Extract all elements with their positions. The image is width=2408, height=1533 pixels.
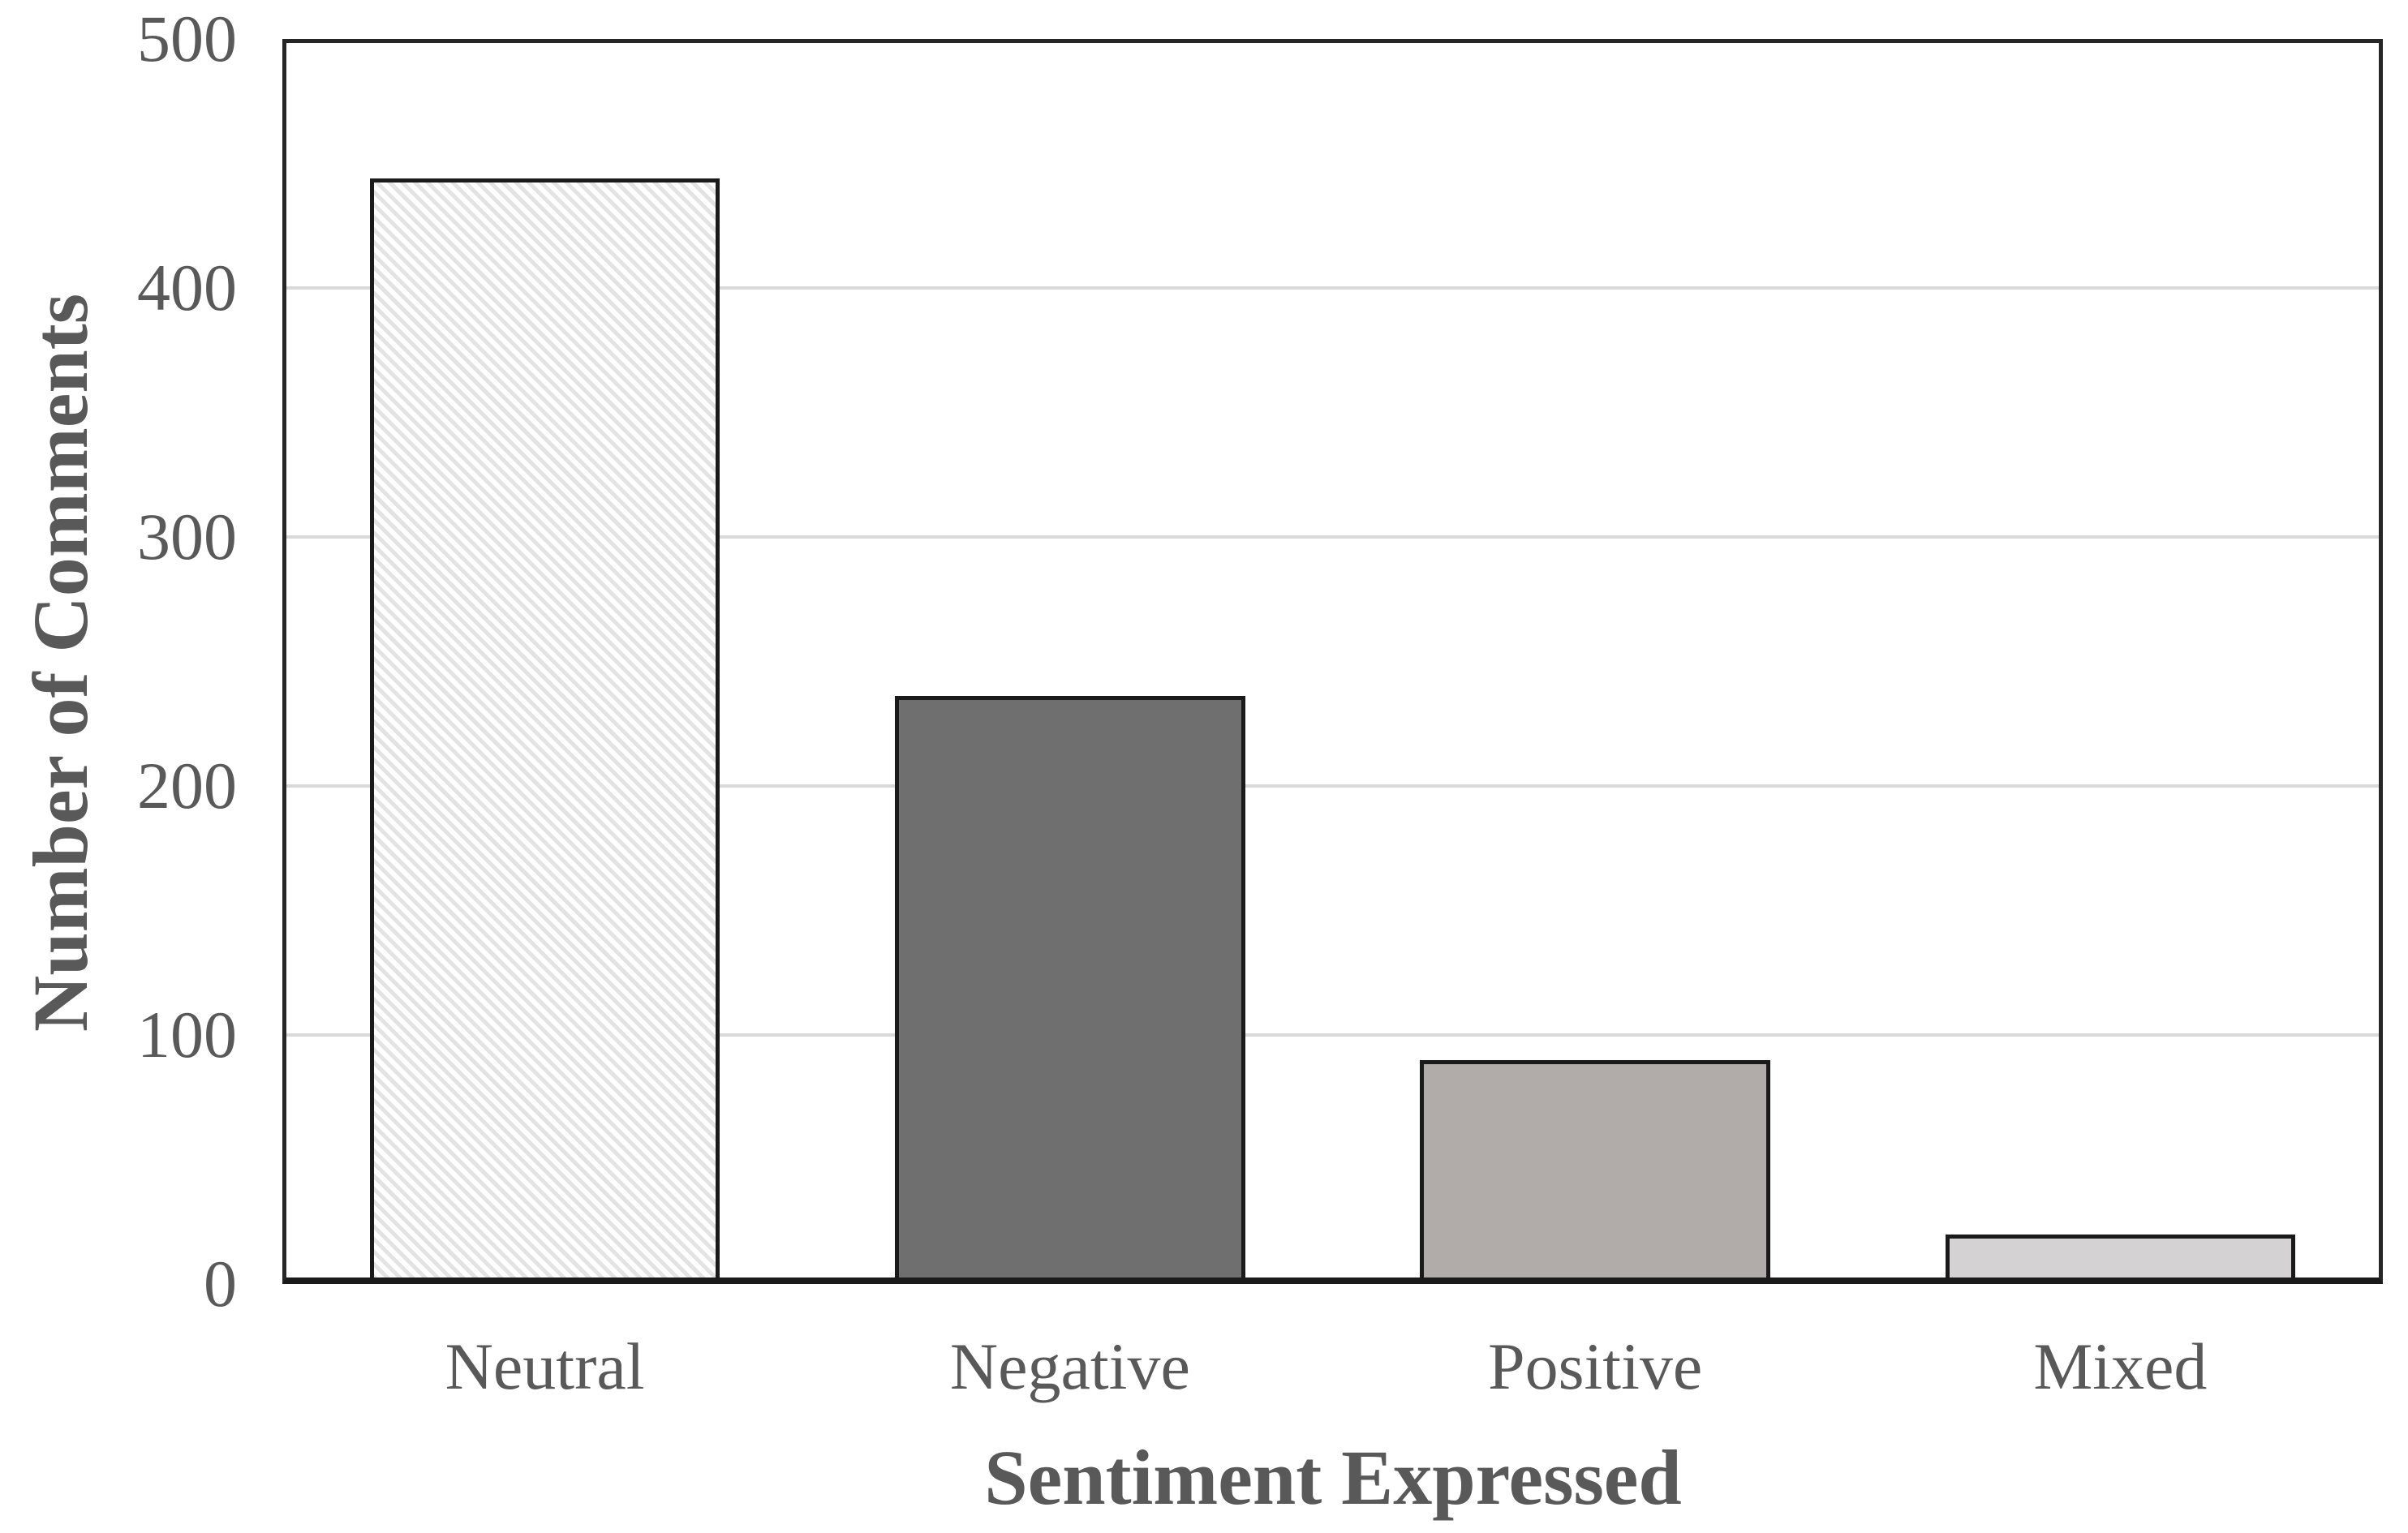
bar-mixed (1945, 1234, 2296, 1284)
y-tick-label-0: 0 (204, 1247, 237, 1320)
x-category-label-mixed: Mixed (2033, 1329, 2208, 1403)
gridline-300 (282, 535, 2383, 539)
x-category-label-neutral: Neutral (445, 1329, 645, 1403)
y-tick-label-100: 100 (137, 998, 237, 1071)
y-tick-label-500: 500 (137, 2, 237, 75)
x-category-label-positive: Positive (1487, 1329, 1703, 1403)
gridline-100 (282, 1033, 2383, 1037)
y-tick-label-200: 200 (137, 749, 237, 822)
bar-positive (1420, 1059, 1770, 1284)
bar-neutral (369, 178, 720, 1284)
x-category-label-negative: Negative (949, 1329, 1190, 1403)
x-axis-title: Sentiment Expressed (984, 1434, 1682, 1521)
gridline-200 (282, 784, 2383, 788)
bar-negative (895, 696, 1245, 1284)
plot-area (282, 39, 2383, 1284)
y-tick-label-400: 400 (137, 251, 237, 324)
y-tick-label-300: 300 (137, 500, 237, 573)
gridline-400 (282, 286, 2383, 290)
